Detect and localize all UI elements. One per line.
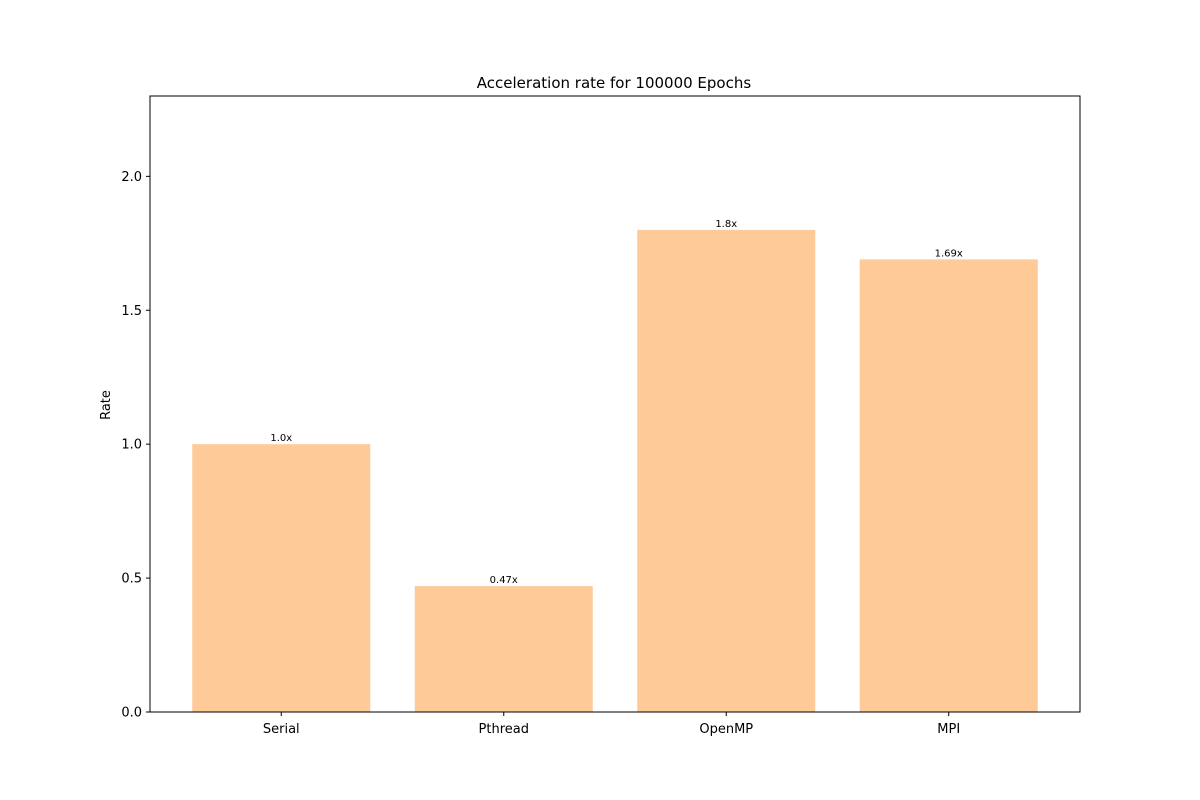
data-label-serial: 1.0x (270, 433, 292, 444)
bar-pthread (414, 586, 593, 712)
y-tick-label: 2.0 (121, 170, 142, 185)
data-label-openmp: 1.8x (715, 219, 737, 230)
y-axis-ticks: 0.0 0.5 1.0 1.5 2.0 (121, 170, 150, 721)
y-tick-label: 0.0 (121, 706, 142, 721)
y-tick-label: 1.5 (121, 304, 142, 319)
y-axis-label: Rate (99, 390, 114, 420)
x-tick-label-mpi: MPI (937, 722, 960, 737)
data-label-pthread: 0.47x (490, 575, 518, 586)
x-tick-label-serial: Serial (263, 722, 300, 737)
bars-group (192, 229, 1038, 712)
data-label-mpi: 1.69x (935, 248, 963, 259)
bar-serial (192, 444, 371, 712)
x-axis-ticks: Serial Pthread OpenMP MPI (263, 712, 960, 737)
y-tick-label: 1.0 (121, 438, 142, 453)
x-tick-label-pthread: Pthread (479, 722, 529, 737)
bar-openmp (637, 229, 816, 712)
data-labels-group: 1.0x 0.47x 1.8x 1.69x (270, 219, 963, 586)
bar-mpi (859, 259, 1038, 712)
y-tick-label: 0.5 (121, 572, 142, 587)
plot-frame (149, 95, 1081, 713)
chart-title: Acceleration rate for 100000 Epochs (477, 74, 752, 92)
x-tick-label-openmp: OpenMP (699, 722, 753, 737)
